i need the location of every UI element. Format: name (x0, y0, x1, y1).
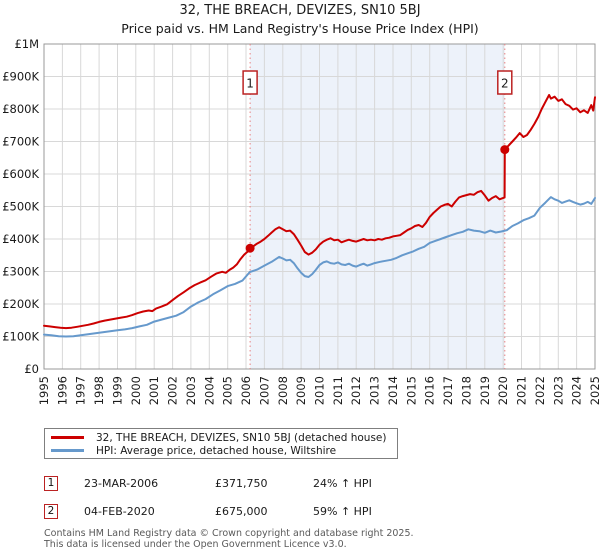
x-tick-label: 2023 (551, 376, 565, 405)
sale-annotation-1: 1 23-MAR-2006 £371,750 24% ↑ HPI (44, 476, 564, 492)
x-tick-label: 1998 (92, 376, 106, 405)
sale-flag-number: 1 (246, 77, 254, 91)
price-chart-plot: 1 2 £0 £100K £200K £300K £400K £500K £600K £700K £… (2, 37, 600, 405)
sale-2-price: £675,000 (215, 505, 268, 518)
sale-flag-box (497, 70, 513, 95)
x-tick-label: 2012 (349, 376, 363, 405)
x-tick-label: 1995 (37, 376, 51, 405)
sale-1-hpi-delta: 24% ↑ HPI (313, 477, 372, 490)
x-tick-label: 2009 (294, 376, 308, 405)
x-tick-label: 2020 (496, 376, 510, 405)
plot-border (43, 43, 596, 370)
hpi-line-swatch (51, 449, 84, 452)
hpi-line (43, 196, 596, 338)
x-tick-label: 2017 (441, 376, 455, 405)
x-tick-label: 2011 (331, 376, 345, 405)
footer-line-1: Contains HM Land Registry data © Crown c… (44, 528, 414, 539)
x-tick-label: 2010 (313, 376, 327, 405)
y-tick-label: £300K (2, 265, 39, 279)
x-tick-label: 2019 (478, 376, 492, 405)
x-tick-label: 2021 (515, 376, 529, 405)
legend: 32, THE BREACH, DEVIZES, SN10 5BJ (detac… (44, 428, 398, 459)
footer-line-2: This data is licensed under the Open Gov… (44, 538, 347, 550)
property-line-swatch (51, 436, 84, 439)
sale-point-dot (245, 243, 255, 253)
legend-label-property: 32, THE BREACH, DEVIZES, SN10 5BJ (detac… (96, 431, 387, 444)
sale-flag-number: 2 (501, 77, 509, 91)
y-tick-label: £900K (2, 70, 39, 84)
x-tick-label: 1997 (74, 376, 88, 405)
sale-2-number-badge: 2 (44, 504, 58, 519)
license-footer: Contains HM Land Registry data © Crown c… (44, 528, 414, 550)
sale-flag-box (242, 70, 258, 95)
sale-1-date: 23-MAR-2006 (84, 477, 159, 490)
legend-item-hpi: HPI: Average price, detached house, Wilt… (51, 444, 397, 457)
y-tick-label: £200K (2, 297, 39, 311)
x-tick-label: 2024 (570, 376, 584, 405)
y-tick-label: £0 (24, 362, 39, 376)
y-tick-label: £1M (14, 37, 39, 51)
x-tick-label: 2003 (184, 376, 198, 405)
sale-annotation-2: 2 04-FEB-2020 £675,000 59% ↑ HPI (44, 504, 564, 520)
x-tick-label: 2025 (588, 376, 600, 405)
sale-1-number-badge: 1 (44, 476, 58, 491)
x-tick-label: 2013 (368, 376, 382, 405)
property-price-line (43, 94, 596, 330)
y-tick-label: £800K (2, 102, 39, 116)
legend-item-property: 32, THE BREACH, DEVIZES, SN10 5BJ (detac… (51, 431, 397, 444)
y-tick-label: £700K (2, 135, 39, 149)
x-tick-label: 2007 (257, 376, 271, 405)
chart-title: 32, THE BREACH, DEVIZES, SN10 5BJ (179, 3, 421, 18)
x-tick-label: 2004 (202, 376, 216, 405)
x-tick-label: 2002 (166, 376, 180, 405)
sale-2-hpi-delta: 59% ↑ HPI (313, 505, 372, 518)
x-tick-label: 2006 (239, 376, 253, 405)
x-tick-label: 2014 (386, 376, 400, 405)
y-tick-label: £600K (2, 167, 39, 181)
x-tick-label: 2022 (533, 376, 547, 405)
x-tick-label: 1996 (55, 376, 69, 405)
legend-label-hpi: HPI: Average price, detached house, Wilt… (96, 444, 337, 457)
chart-subtitle: Price paid vs. HM Land Registry's House … (121, 21, 479, 36)
x-tick-label: 2008 (276, 376, 290, 405)
x-tick-label: 1999 (111, 376, 125, 405)
sale-1-price: £371,750 (215, 477, 268, 490)
x-tick-label: 2005 (221, 376, 235, 405)
x-tick-label: 2000 (129, 376, 143, 405)
y-tick-label: £500K (2, 200, 39, 214)
x-tick-label: 2018 (459, 376, 473, 405)
x-tick-label: 2001 (147, 376, 161, 405)
sale-2-date: 04-FEB-2020 (84, 505, 155, 518)
y-tick-label: £100K (2, 330, 39, 344)
x-tick-label: 2016 (423, 376, 437, 405)
y-tick-label: £400K (2, 232, 39, 246)
sale-point-dot (500, 145, 510, 155)
x-tick-label: 2015 (404, 376, 418, 405)
